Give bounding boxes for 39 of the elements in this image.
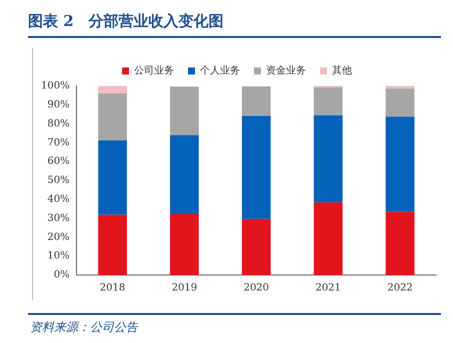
y-tick-label: 30% (47, 212, 70, 224)
chart-title: 图表 2 分部营业收入变化图 (28, 12, 224, 31)
bar (386, 88, 414, 117)
bar (242, 218, 271, 275)
text: 资料来源：公司公告 (30, 319, 138, 336)
y-tick-label: 90% (47, 99, 70, 110)
bar (98, 214, 127, 275)
x-tick-label: 2020 (244, 282, 270, 294)
x-tick-label: 2022 (387, 282, 413, 294)
x-tick-label: 2019 (172, 282, 198, 294)
y-tick-label: 70% (47, 137, 70, 148)
bar (314, 88, 343, 116)
legend-label: 资金业务 (266, 64, 306, 77)
y-tick-label: 100% (40, 80, 70, 92)
bar (314, 202, 343, 275)
bar (242, 116, 271, 219)
bar (242, 86, 271, 116)
y-tick-label: 50% (47, 175, 70, 186)
x-tick-label: 2018 (100, 282, 126, 294)
bar (170, 135, 199, 214)
y-tick-label: 10% (47, 250, 70, 262)
legend-label: 其他 (332, 64, 352, 77)
bar (386, 212, 414, 275)
y-tick-label: 60% (47, 156, 70, 168)
bar (170, 214, 199, 275)
bar (98, 93, 127, 140)
y-tick-label: 20% (47, 232, 70, 243)
bar (314, 115, 343, 202)
legend-label: 个人业务 (200, 64, 240, 77)
y-tick-label: 40% (47, 194, 70, 205)
bar (98, 86, 127, 94)
x-tick-label: 2021 (315, 282, 341, 294)
bar (98, 140, 127, 215)
y-tick-label: 0% (54, 270, 70, 281)
bar (386, 86, 414, 89)
bar (386, 116, 414, 212)
bar (170, 86, 199, 136)
legend-label: 公司业务 (134, 64, 174, 77)
y-tick-label: 80% (47, 118, 70, 130)
